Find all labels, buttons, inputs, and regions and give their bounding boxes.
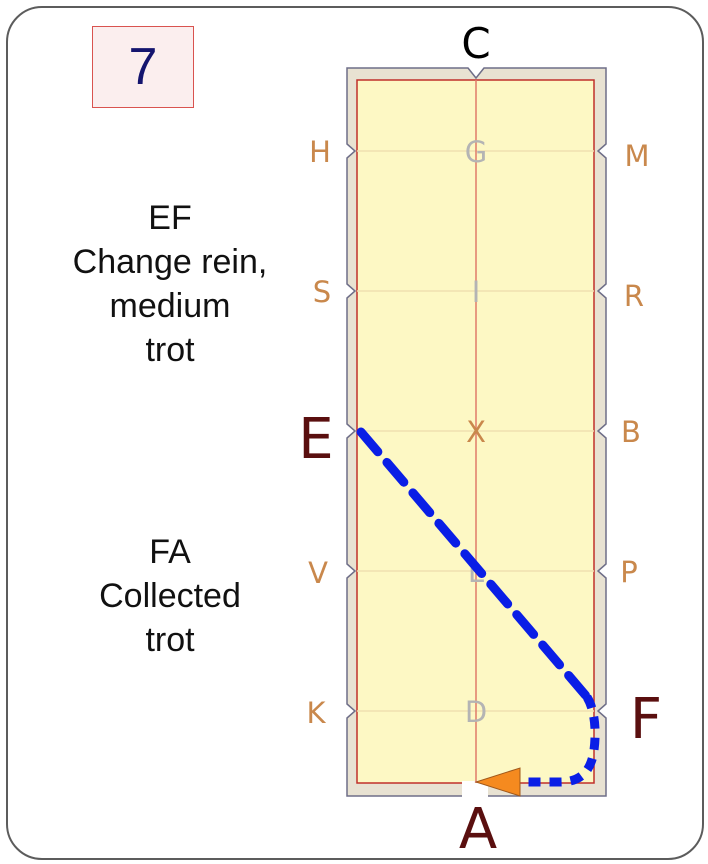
- instruction-line: FA: [149, 533, 191, 571]
- letter-f: F: [630, 687, 662, 752]
- instruction-line: trot: [145, 331, 195, 369]
- movement-number-box: 7: [92, 26, 194, 108]
- instruction-ef: EF Change rein, medium trot: [20, 196, 320, 372]
- instruction-line: Collected: [99, 577, 241, 615]
- direction-arrow-icon: [474, 767, 521, 797]
- instruction-line: medium: [109, 287, 231, 325]
- letter-c: C: [461, 19, 490, 68]
- instruction-line: trot: [145, 621, 195, 659]
- letter-i: I: [472, 275, 481, 309]
- instruction-fa: FA Collected trot: [20, 530, 320, 662]
- letter-r: R: [624, 279, 644, 313]
- letter-x: X: [466, 415, 486, 449]
- letter-s: S: [313, 275, 331, 309]
- movement-number: 7: [128, 38, 158, 96]
- arena-entry-gap: [462, 781, 488, 797]
- letter-m: M: [624, 139, 649, 173]
- instruction-line: EF: [148, 199, 192, 237]
- letter-p: P: [620, 555, 638, 589]
- letter-g: G: [465, 135, 487, 169]
- letter-h: H: [309, 135, 331, 169]
- letter-e: E: [298, 407, 333, 472]
- letter-v: V: [308, 556, 328, 590]
- letter-a: A: [459, 797, 497, 862]
- path-change-rein-ef: [356, 427, 592, 702]
- instruction-line: Change rein,: [72, 243, 268, 281]
- letter-k: K: [306, 696, 326, 730]
- letter-d: D: [465, 695, 487, 729]
- letter-b: B: [621, 415, 641, 449]
